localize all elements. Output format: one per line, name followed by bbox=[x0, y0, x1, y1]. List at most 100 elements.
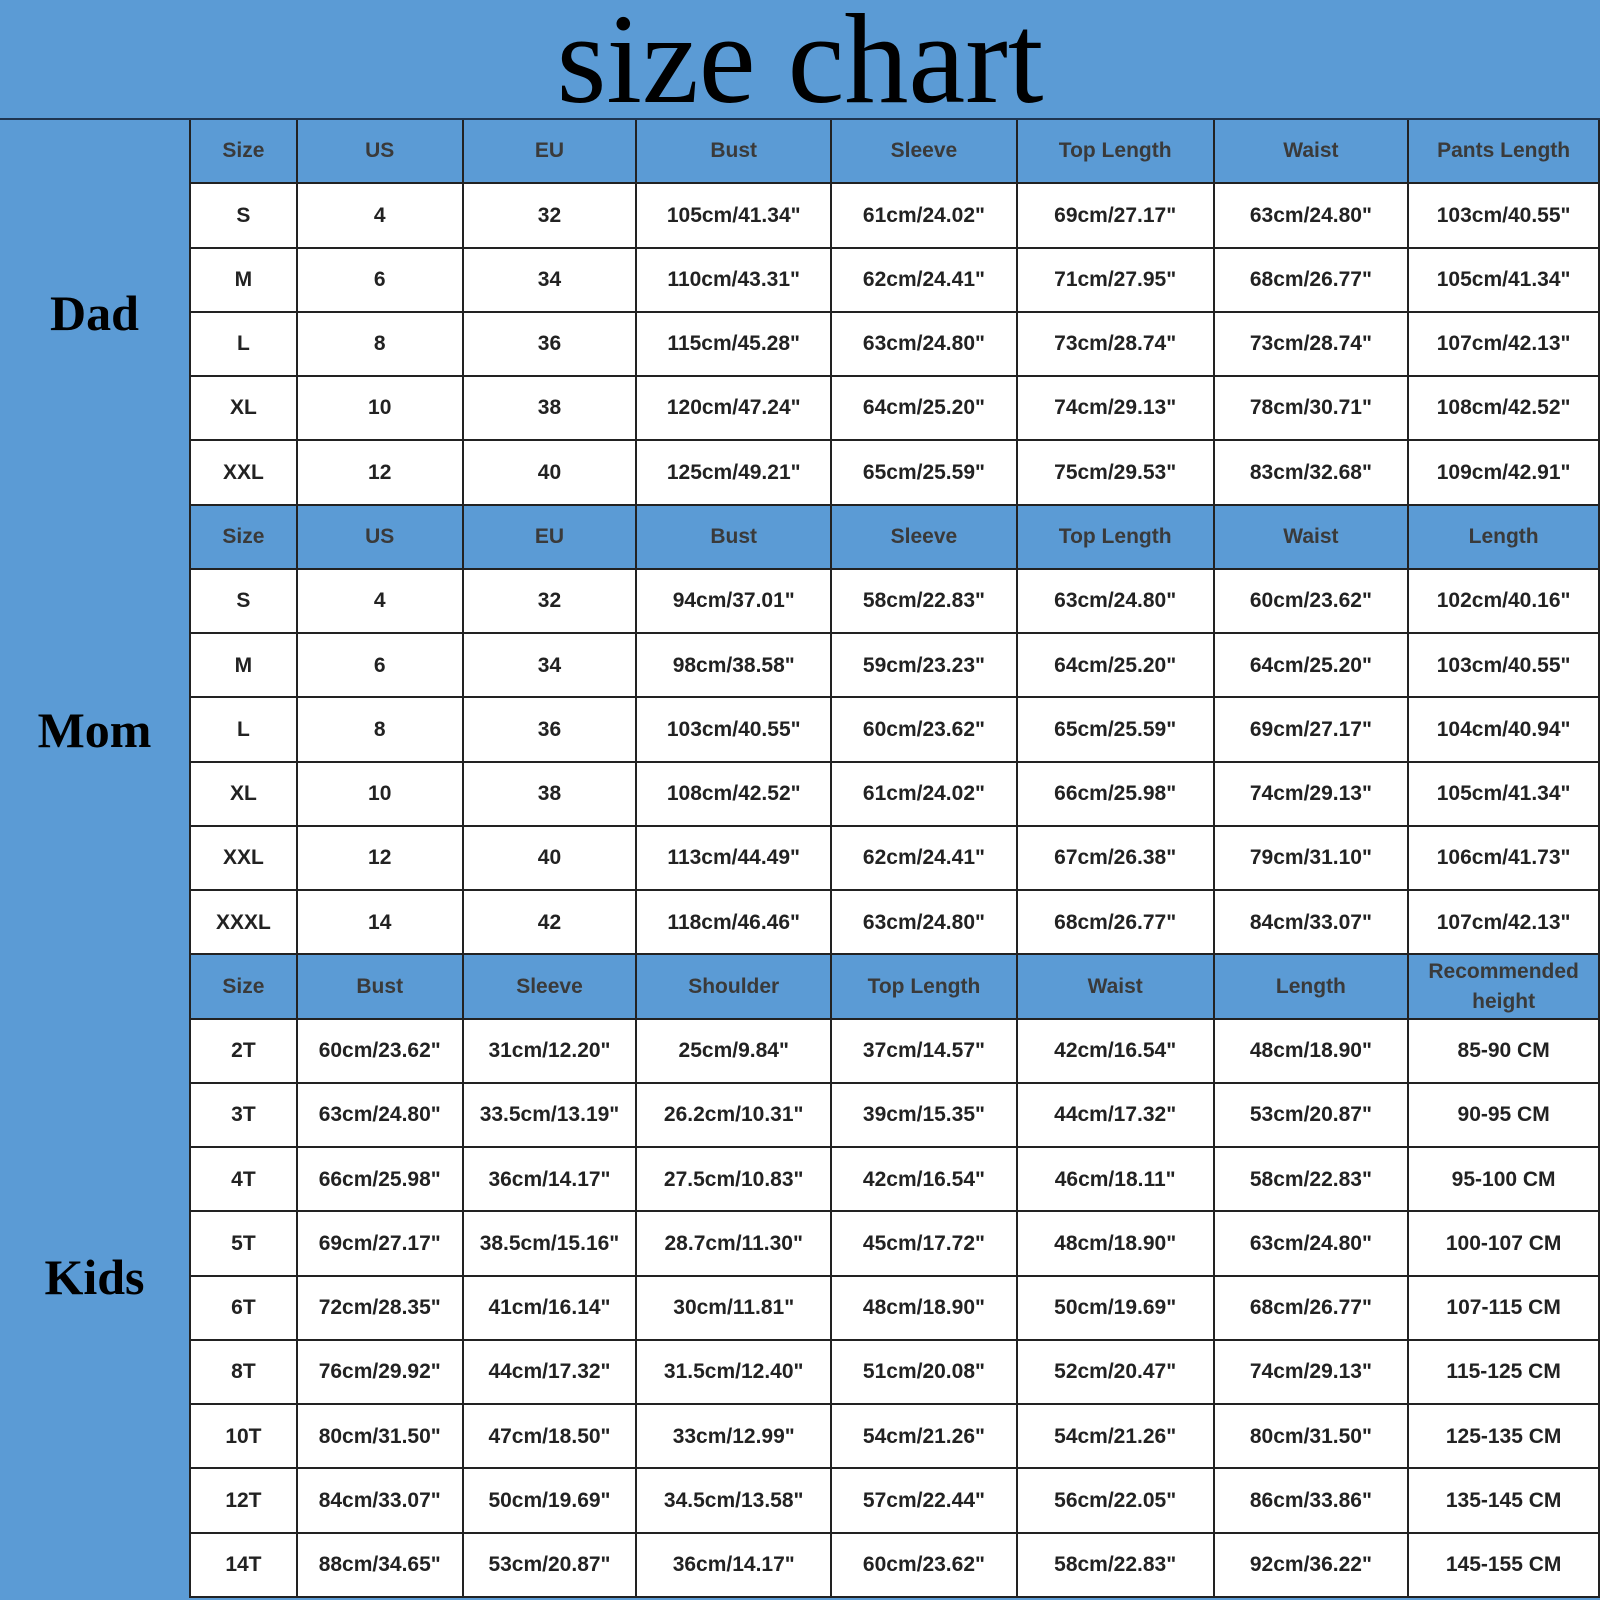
table-cell: 53cm/20.87" bbox=[1214, 1083, 1410, 1149]
header-cell: Waist bbox=[1214, 505, 1410, 570]
table-cell: 74cm/29.13" bbox=[1214, 762, 1410, 827]
table-cell: 105cm/41.34" bbox=[637, 184, 833, 249]
table-cell: 86cm/33.86" bbox=[1214, 1469, 1410, 1534]
table-cell: 54cm/21.26" bbox=[1017, 1405, 1215, 1470]
table-cell: XXL bbox=[191, 826, 298, 892]
header-cell: Sleeve bbox=[463, 955, 638, 1020]
table-cell: S bbox=[191, 569, 298, 635]
table-cell: 63cm/24.80" bbox=[1214, 184, 1410, 249]
table-cell: 8 bbox=[297, 698, 464, 763]
table-cell: 68cm/26.77" bbox=[1214, 1276, 1410, 1341]
table-cell: 40 bbox=[463, 441, 638, 506]
header-cell: Top Length bbox=[1017, 120, 1215, 185]
table-cell: 62cm/24.41" bbox=[832, 248, 1018, 313]
section-label: Mom bbox=[37, 702, 152, 759]
table-cell: 50cm/19.69" bbox=[463, 1469, 638, 1534]
table-cell: 104cm/40.94" bbox=[1409, 698, 1600, 763]
table-cell: 90-95 CM bbox=[1409, 1083, 1600, 1149]
table-cell: XXXL bbox=[191, 891, 298, 956]
table-cell: 63cm/24.80" bbox=[297, 1083, 464, 1149]
table-cell: 73cm/28.74" bbox=[1017, 312, 1215, 378]
header-cell: Sleeve bbox=[832, 120, 1018, 185]
table-cell: 109cm/42.91" bbox=[1409, 441, 1600, 506]
table-cell: 37cm/14.57" bbox=[832, 1019, 1018, 1084]
table-cell: 65cm/25.59" bbox=[832, 441, 1018, 506]
table-cell: 67cm/26.38" bbox=[1017, 826, 1215, 892]
table-cell: 51cm/20.08" bbox=[832, 1340, 1018, 1406]
table-cell: 64cm/25.20" bbox=[1214, 634, 1410, 699]
table-cell: 57cm/22.44" bbox=[832, 1469, 1018, 1534]
header-cell: US bbox=[297, 505, 464, 570]
section: Dad Size US EU Bust Sleeve Top Length Waist Pant… bbox=[0, 120, 1600, 506]
table-cell: 80cm/31.50" bbox=[1214, 1405, 1410, 1470]
table-cell: 98cm/38.58" bbox=[637, 634, 833, 699]
table-cell: M bbox=[191, 634, 298, 699]
table-cell: 107cm/42.13" bbox=[1409, 891, 1600, 956]
size-table: Dad Size US EU Bust Sleeve Top Length Waist Pant… bbox=[0, 120, 1600, 1598]
table-cell: 108cm/42.52" bbox=[637, 762, 833, 827]
table-cell: 25cm/9.84" bbox=[637, 1019, 833, 1084]
table-cell: 47cm/18.50" bbox=[463, 1405, 638, 1470]
table-cell: 32 bbox=[463, 569, 638, 635]
table-cell: S bbox=[191, 184, 298, 249]
table-cell: 42cm/16.54" bbox=[1017, 1019, 1215, 1084]
table-cell: 36cm/14.17" bbox=[637, 1533, 833, 1598]
table-cell: 103cm/40.55" bbox=[1409, 184, 1600, 249]
table-cell: 61cm/24.02" bbox=[832, 184, 1018, 249]
table-cell: 58cm/22.83" bbox=[832, 569, 1018, 635]
header-cell: Waist bbox=[1214, 120, 1410, 185]
table-cell: 63cm/24.80" bbox=[832, 312, 1018, 378]
table-cell: 64cm/25.20" bbox=[1017, 634, 1215, 699]
table-cell: 65cm/25.59" bbox=[1017, 698, 1215, 763]
section: Mom Size US EU Bust Sleeve Top Length Waist Leng… bbox=[0, 505, 1600, 956]
table-cell: 72cm/28.35" bbox=[297, 1276, 464, 1341]
table-cell: 54cm/21.26" bbox=[832, 1405, 1018, 1470]
table-cell: 6 bbox=[297, 248, 464, 313]
table-cell: 10 bbox=[297, 762, 464, 827]
header-cell: Pants Length bbox=[1409, 120, 1600, 185]
header-cell: Size bbox=[191, 505, 298, 570]
table-cell: 84cm/33.07" bbox=[297, 1469, 464, 1534]
table-cell: 115cm/45.28" bbox=[637, 312, 833, 378]
table-cell: 95-100 CM bbox=[1409, 1148, 1600, 1213]
table-cell: 68cm/26.77" bbox=[1017, 891, 1215, 956]
table-cell: 78cm/30.71" bbox=[1214, 377, 1410, 442]
table-cell: 30cm/11.81" bbox=[637, 1276, 833, 1341]
table-cell: 48cm/18.90" bbox=[832, 1276, 1018, 1341]
table-cell: 64cm/25.20" bbox=[832, 377, 1018, 442]
table-cell: L bbox=[191, 312, 298, 378]
table-cell: 100-107 CM bbox=[1409, 1212, 1600, 1277]
table-cell: 103cm/40.55" bbox=[1409, 634, 1600, 699]
header-cell: Shoulder bbox=[637, 955, 833, 1020]
table-cell: 105cm/41.34" bbox=[1409, 248, 1600, 313]
table-cell: 4 bbox=[297, 184, 464, 249]
table-cell: 107cm/42.13" bbox=[1409, 312, 1600, 378]
table-cell: 88cm/34.65" bbox=[297, 1533, 464, 1598]
table-cell: L bbox=[191, 698, 298, 763]
table-cell: 71cm/27.95" bbox=[1017, 248, 1215, 313]
table-cell: 108cm/42.52" bbox=[1409, 377, 1600, 442]
section-grid: Size US EU Bust Sleeve Top Length Waist Length S… bbox=[189, 505, 1600, 956]
section-grid: Size US EU Bust Sleeve Top Length Waist Pants L… bbox=[189, 120, 1600, 506]
table-cell: 33.5cm/13.19" bbox=[463, 1083, 638, 1149]
table-cell: 52cm/20.47" bbox=[1017, 1340, 1215, 1406]
table-cell: 79cm/31.10" bbox=[1214, 826, 1410, 892]
table-cell: 68cm/26.77" bbox=[1214, 248, 1410, 313]
header-cell: Size bbox=[191, 955, 298, 1020]
table-cell: 80cm/31.50" bbox=[297, 1405, 464, 1470]
table-cell: 14T bbox=[191, 1533, 298, 1598]
table-cell: 113cm/44.49" bbox=[637, 826, 833, 892]
table-cell: 34.5cm/13.58" bbox=[637, 1469, 833, 1534]
table-cell: 36 bbox=[463, 312, 638, 378]
table-cell: 110cm/43.31" bbox=[637, 248, 833, 313]
table-cell: 12T bbox=[191, 1469, 298, 1534]
table-cell: 6 bbox=[297, 634, 464, 699]
table-cell: 135-145 CM bbox=[1409, 1469, 1600, 1534]
table-cell: 69cm/27.17" bbox=[1214, 698, 1410, 763]
table-cell: 85-90 CM bbox=[1409, 1019, 1600, 1084]
header-cell: Length bbox=[1409, 505, 1600, 570]
table-cell: 34 bbox=[463, 248, 638, 313]
table-cell: M bbox=[191, 248, 298, 313]
table-cell: 4T bbox=[191, 1148, 298, 1213]
